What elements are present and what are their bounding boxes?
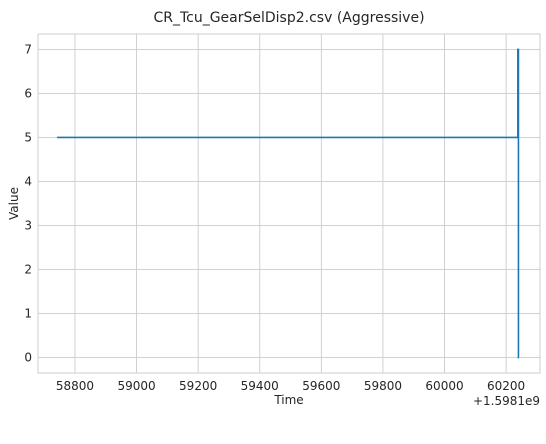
y-axis-label: Value xyxy=(7,187,21,220)
y-tick-label: 1 xyxy=(24,307,32,321)
y-tick-label: 0 xyxy=(24,351,32,365)
y-tick-label: 2 xyxy=(24,263,32,277)
y-tick-label: 6 xyxy=(24,86,32,100)
x-axis-label: Time xyxy=(273,393,303,407)
y-tick-label: 7 xyxy=(24,42,32,56)
y-tick-label: 3 xyxy=(24,219,32,233)
x-axis-ticks: 58800 59000 59200 59400 59600 59800 60000 60200 xyxy=(56,379,525,393)
x-tick-label: 60000 xyxy=(425,379,463,393)
y-tick-label: 4 xyxy=(24,174,32,188)
series-line xyxy=(57,48,520,359)
y-axis-ticks: 0 1 2 3 4 5 6 7 xyxy=(24,42,32,364)
x-axis-offset-text: +1.5981e9 xyxy=(473,394,540,408)
plot-frame xyxy=(37,33,541,374)
x-tick-label: 59400 xyxy=(241,379,279,393)
x-tick-label: 59000 xyxy=(117,379,155,393)
x-tick-label: 59600 xyxy=(302,379,340,393)
x-tick-label: 59200 xyxy=(179,379,217,393)
x-tick-label: 59800 xyxy=(364,379,402,393)
x-tick-label: 60200 xyxy=(487,379,525,393)
chart-title: CR_Tcu_GearSelDisp2.csv (Aggressive) xyxy=(153,10,424,26)
y-tick-label: 5 xyxy=(24,130,32,144)
series-layer xyxy=(57,48,520,359)
x-tick-label: 58800 xyxy=(56,379,94,393)
